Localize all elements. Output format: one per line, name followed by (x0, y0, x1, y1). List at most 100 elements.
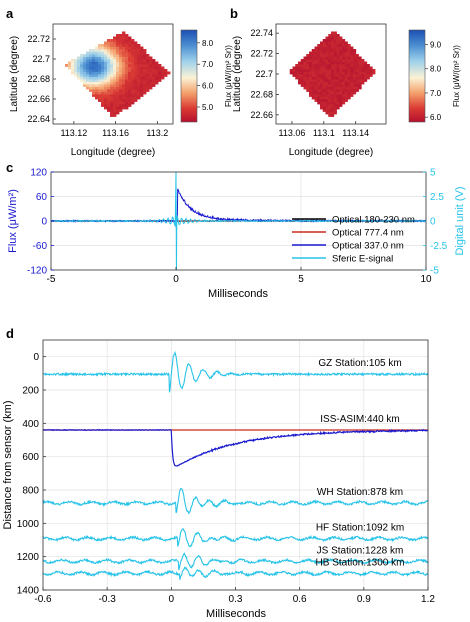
heat-cell (77, 71, 81, 75)
heat-cell (149, 71, 153, 75)
panel-b-heatmap: 113.06 113.1 113.14 22.6622.6822.722.7222.… (232, 23, 461, 158)
heat-cell (68, 66, 72, 70)
heat-cell (92, 49, 96, 52)
heat-cell (122, 99, 126, 102)
heat-cell (339, 89, 343, 92)
heat-cell (311, 94, 315, 97)
heat-cell (74, 66, 78, 70)
heat-cell (134, 86, 138, 90)
heat-cell (325, 99, 329, 102)
heat-cell (113, 109, 117, 112)
heat-cell (317, 69, 321, 72)
heat-cell (317, 89, 321, 92)
heat-cell (358, 86, 362, 90)
heat-cell (116, 99, 120, 102)
heat-cell (347, 46, 351, 50)
heat-cell (353, 81, 357, 85)
heat-cell (107, 84, 111, 87)
heat-cell (322, 44, 326, 47)
heat-cell (325, 81, 329, 85)
heat-cell (353, 56, 357, 60)
heat-cell (339, 49, 343, 52)
heat-cell (95, 79, 99, 82)
heat-cell (322, 79, 326, 82)
heat-cell (328, 106, 332, 110)
heat-cell (86, 61, 90, 65)
heat-cell (92, 84, 96, 87)
heat-cell (317, 96, 321, 100)
heat-cell (331, 94, 335, 97)
heat-cell (320, 54, 324, 57)
heat-cell (95, 84, 99, 87)
heat-cell (322, 71, 326, 75)
heat-cell (119, 96, 123, 100)
heat-cell (98, 51, 102, 55)
heat-cell (322, 86, 326, 90)
heat-cell (314, 79, 318, 82)
heat-cell (98, 86, 102, 90)
heat-cell (125, 79, 129, 82)
heat-cell (89, 66, 93, 70)
heat-cell (119, 59, 123, 62)
x-tick-label: 1.2 (421, 594, 435, 605)
heat-cell (128, 104, 132, 107)
heat-cell (152, 84, 156, 87)
heat-cell (113, 69, 117, 72)
heat-cell (164, 71, 168, 75)
heat-cell (336, 44, 340, 47)
heat-cell (350, 46, 354, 50)
heat-cell (98, 56, 102, 60)
heat-cell (89, 81, 93, 85)
heat-cell (342, 39, 346, 42)
heat-cell (344, 61, 348, 65)
heat-cell (300, 84, 304, 87)
heat-cell (125, 36, 129, 40)
heat-cell (104, 61, 108, 65)
heat-cell (98, 61, 102, 65)
heat-cell (347, 66, 351, 70)
heat-cell (372, 71, 376, 75)
heat-cell (98, 76, 102, 80)
heat-cell (303, 64, 307, 67)
heat-cell (322, 64, 326, 67)
heat-cell (339, 59, 343, 62)
heat-cell (140, 91, 144, 95)
heat-cell (300, 61, 304, 65)
panel-b-colorbar-label: Flux (μW/(m² Sr)) (452, 45, 461, 107)
heat-cell (344, 76, 348, 80)
heat-cell (339, 41, 343, 45)
heat-cell (311, 56, 315, 60)
heat-cell (101, 64, 105, 67)
x-tick-label: 0.9 (357, 594, 371, 605)
heat-cell (113, 86, 117, 90)
heat-cell (314, 71, 318, 75)
heat-cell (320, 76, 324, 80)
heat-cell (110, 79, 114, 82)
heat-cell (311, 79, 315, 82)
heat-cell (325, 49, 329, 52)
heat-cell (333, 64, 337, 67)
heat-cell (107, 96, 111, 100)
panel-c-series (50, 171, 427, 271)
heat-cell (295, 74, 299, 77)
legend-label: Optical 180-230 nm (332, 215, 415, 226)
heat-cell (336, 49, 340, 52)
heat-cell (152, 71, 156, 75)
heat-cell (137, 96, 141, 100)
heat-cell (131, 69, 135, 72)
heat-cell (149, 66, 153, 70)
heat-cell (322, 91, 326, 95)
heat-cell (152, 76, 156, 80)
y-tick-label: 600 (22, 452, 39, 463)
heat-cell (137, 51, 141, 55)
heat-cell (339, 74, 343, 77)
panel-label-b: b (230, 6, 238, 21)
heat-cell (104, 71, 108, 75)
heat-cell (137, 74, 141, 77)
heat-cell (137, 79, 141, 82)
series-line-station (42, 552, 429, 571)
heat-cell (110, 56, 114, 60)
heat-cell (122, 36, 126, 40)
heat-cell (119, 101, 123, 105)
heat-cell (358, 81, 362, 85)
